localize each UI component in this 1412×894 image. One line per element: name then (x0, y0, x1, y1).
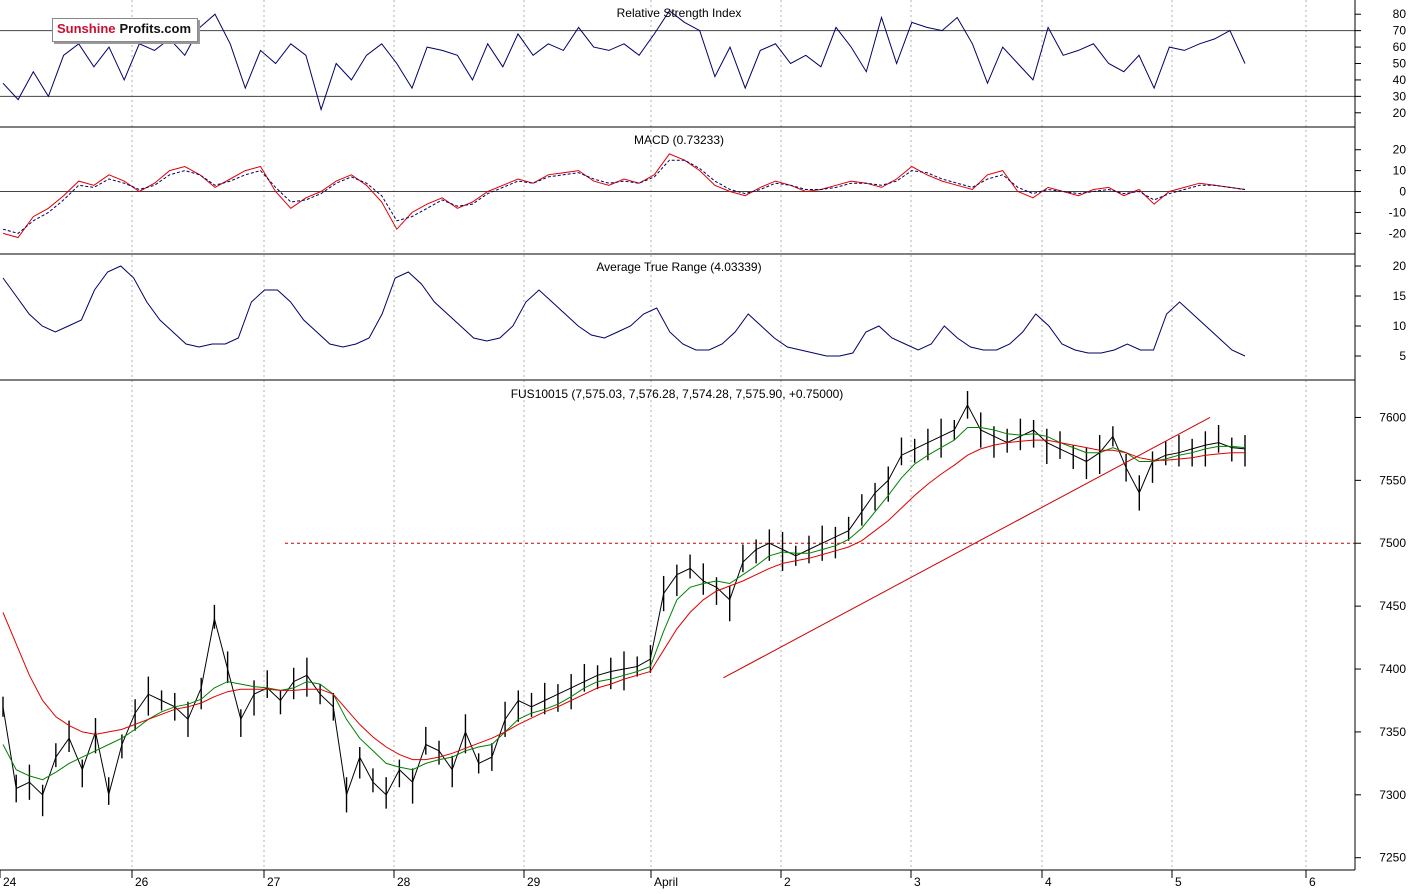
x-tick-label: 2 (784, 875, 791, 889)
y-tick-label: 10 (1393, 164, 1407, 178)
panel-title: MACD (0.73233) (634, 133, 724, 147)
y-tick-label: 7600 (1379, 410, 1406, 424)
x-tick-label: 6 (1309, 875, 1316, 889)
y-tick-label: 80 (1393, 7, 1407, 21)
y-tick-label: 20 (1393, 259, 1407, 273)
axes (0, 13, 1361, 878)
ma-slow-line (2, 439, 1245, 761)
x-tick-label: April (654, 875, 678, 889)
y-tick-label: 7350 (1379, 725, 1406, 739)
chart-labels: Relative Strength Index 80706050403020MAC… (3, 6, 1406, 889)
x-tick-label: 26 (135, 875, 149, 889)
y-tick-label: 5 (1399, 349, 1406, 363)
x-tick-label: 4 (1045, 875, 1052, 889)
atr-line (2, 265, 1246, 357)
y-tick-label: 20 (1393, 106, 1407, 120)
x-tick-label: 3 (914, 875, 921, 889)
macd-signal-line (2, 159, 1246, 234)
x-tick-label: 24 (3, 875, 17, 889)
brand-logo[interactable]: Sunshine Profits.com (52, 18, 199, 42)
y-tick-label: -10 (1389, 205, 1407, 219)
x-tick-label: 5 (1175, 875, 1182, 889)
y-tick-label: 7250 (1379, 851, 1406, 865)
y-tick-label: 7300 (1379, 788, 1406, 802)
y-tick-label: 7500 (1379, 536, 1406, 550)
y-tick-label: 10 (1393, 319, 1407, 333)
y-tick-label: 30 (1393, 89, 1407, 103)
macd-line (2, 153, 1246, 239)
panel-title: Relative Strength Index (617, 6, 742, 20)
x-tick-label: 27 (267, 875, 281, 889)
y-tick-label: 7550 (1379, 473, 1406, 487)
ma-fast-line (2, 427, 1246, 781)
y-tick-label: 7450 (1379, 599, 1406, 613)
trendline (723, 417, 1211, 679)
x-tick-label: 29 (527, 875, 541, 889)
price-line (2, 403, 1246, 796)
gridlines (0, 0, 1355, 870)
y-tick-label: 70 (1393, 24, 1407, 38)
series-group (2, 10, 1246, 817)
y-tick-label: -20 (1389, 226, 1407, 240)
brand-logo-part2: Profits.com (118, 19, 198, 41)
y-tick-label: 20 (1393, 143, 1407, 157)
y-tick-label: 60 (1393, 40, 1407, 54)
x-tick-label: 28 (397, 875, 411, 889)
panel-title: Average True Range (4.03339) (596, 260, 761, 274)
brand-logo-part1: Sunshine (53, 19, 119, 41)
y-tick-label: 0 (1399, 185, 1406, 199)
rsi-line (2, 10, 1246, 112)
y-tick-label: 7400 (1379, 662, 1406, 676)
y-tick-label: 50 (1393, 57, 1407, 71)
y-tick-label: 40 (1393, 73, 1407, 87)
panel-title: FUS10015 (7,575.03, 7,576.28, 7,574.28, … (511, 387, 844, 401)
y-tick-label: 15 (1393, 289, 1407, 303)
panel-frames (0, 0, 1356, 871)
